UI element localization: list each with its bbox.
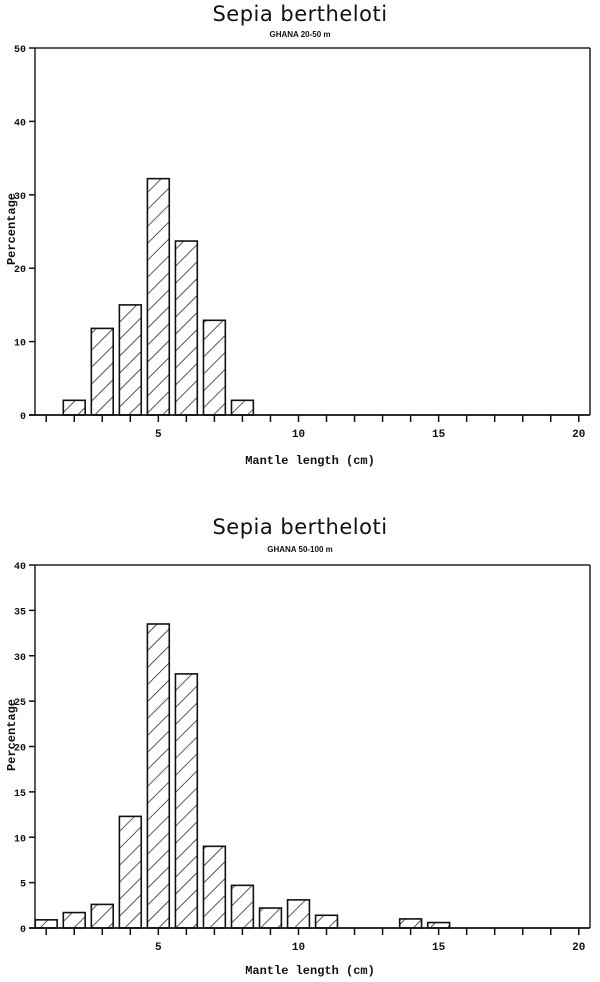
y-tick-label: 40	[14, 562, 26, 573]
bar	[118, 815, 143, 929]
bar	[286, 899, 311, 929]
chart-title: Sepia bertheloti	[212, 2, 388, 26]
y-tick-label: 30	[14, 192, 26, 203]
x-tick-label: 15	[432, 942, 446, 954]
y-tick-label: 30	[14, 653, 26, 664]
bar	[230, 884, 255, 929]
bars	[62, 177, 255, 416]
x-tick-label: 10	[292, 429, 305, 441]
bar	[314, 914, 339, 929]
y-tick-label: 20	[14, 744, 26, 755]
y-tick-label: 15	[14, 789, 26, 800]
x-tick-label: 20	[572, 429, 585, 441]
x-tick-label: 20	[572, 942, 585, 954]
x-tick-label: 15	[432, 429, 446, 441]
y-tick-label: 5	[20, 880, 26, 891]
x-tick-label: 10	[292, 942, 305, 954]
y-tick-label: 0	[20, 412, 26, 423]
bar	[426, 921, 451, 929]
y-tick-label: 0	[20, 925, 26, 936]
bar	[34, 919, 58, 929]
y-tick-label: 10	[14, 339, 26, 350]
x-axis-label: Mantle length (cm)	[245, 454, 375, 468]
bar	[90, 903, 115, 929]
bar	[230, 399, 255, 416]
y-tick-label: 20	[14, 265, 26, 276]
y-tick-label: 10	[14, 834, 26, 845]
bar	[146, 623, 171, 929]
chart-title: Sepia bertheloti	[212, 515, 388, 539]
chart-subtitle: GHANA 20-50 m	[269, 30, 331, 39]
bar	[90, 327, 115, 416]
chart-subtitle: GHANA 50-100 m	[267, 545, 333, 554]
bar	[398, 918, 423, 929]
bar	[118, 304, 143, 416]
y-axis-label: Percentage	[5, 699, 19, 772]
y-tick-label: 35	[14, 607, 26, 618]
x-tick-label: 5	[155, 942, 162, 954]
bar	[62, 399, 86, 416]
bars	[34, 623, 451, 929]
bar	[62, 911, 86, 929]
bar	[258, 907, 283, 929]
bar	[174, 673, 199, 929]
bar	[174, 240, 199, 416]
x-tick-label: 5	[155, 429, 162, 441]
bar	[202, 845, 227, 929]
y-tick-label: 40	[14, 118, 26, 129]
y-tick-label: 50	[14, 45, 26, 56]
plot-area: 0 10 20 30 40 50 5 10 15 20	[14, 45, 591, 441]
y-tick-label: 25	[14, 698, 26, 709]
chart-top: Sepia bertheloti GHANA 20-50 m 0 10 20 30 40…	[0, 0, 600, 480]
x-axis-label: Mantle length (cm)	[245, 964, 375, 978]
bar	[202, 319, 227, 416]
axes: 0 10 20 30 40 50 5 10 15 20	[14, 45, 591, 441]
axes: 0 5 10 15 20 25 30 35 40 5 10 15 20	[14, 562, 591, 954]
bar	[146, 177, 171, 416]
